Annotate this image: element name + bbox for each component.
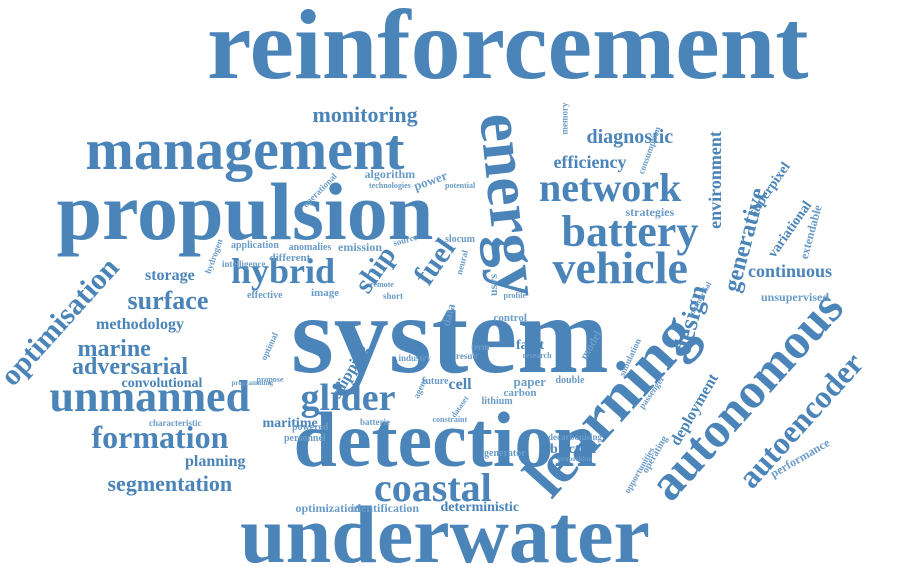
word-propose: propose [256, 375, 284, 384]
word-memory: memory [559, 102, 570, 134]
word-characteristic: characteristic [149, 417, 202, 428]
word-lithium: lithium [481, 396, 513, 407]
word-constraint: constraint [432, 415, 468, 424]
word-double: double [555, 375, 585, 386]
word-effective: effective [247, 290, 283, 301]
word-anomalies: anomalies [288, 242, 332, 253]
word-result: result [456, 350, 478, 361]
word-personnel: personnel [284, 433, 326, 444]
word-control: control [493, 311, 527, 324]
word-unmanned: unmanned [49, 372, 251, 421]
word-emission: emission [338, 240, 383, 254]
word-maritime: maritime [262, 416, 318, 431]
word-strategies: strategies [625, 205, 675, 219]
word-monitoring: monitoring [312, 102, 418, 127]
word-algorithm: algorithm [364, 167, 416, 181]
word-deterministic: deterministic [440, 500, 520, 515]
word-programming: programming [231, 378, 273, 387]
word-identification: identification [351, 501, 419, 515]
word-generator: generator [484, 448, 526, 459]
word-powered: powered [292, 422, 329, 433]
word-profile: profile [503, 291, 527, 300]
word-diagnostic: diagnostic [586, 126, 674, 148]
word-adversarial: adversarial [72, 354, 188, 380]
word-optimization: optimization [295, 501, 361, 515]
word-underwater: underwater [240, 489, 650, 567]
word-remote: remote [370, 280, 394, 289]
word-formation: formation [91, 419, 229, 455]
word-industry: industry [398, 352, 432, 363]
word-paper: paper [513, 373, 547, 389]
word-application: application [231, 240, 279, 251]
word-batterie: batterie [360, 416, 390, 427]
word-network: network [539, 165, 682, 210]
word-methodology: methodology [96, 316, 184, 333]
word-optimal: optimal [258, 330, 281, 362]
word-segmentation: segmentation [107, 471, 233, 496]
word-term: term [471, 341, 490, 352]
word-future: future [422, 376, 449, 387]
word-planning: planning [185, 453, 246, 470]
word-continuous: continuous [748, 261, 833, 281]
word-reinforcement: reinforcement [207, 0, 809, 100]
word-efficiency: efficiency [553, 152, 627, 172]
word-detection: detection [293, 396, 597, 483]
word-vehicle: vehicle [552, 242, 688, 293]
word-usvs: usvs [486, 273, 501, 297]
word-environment: environment [704, 131, 725, 229]
word-battery: battery [561, 207, 699, 256]
word-hybrid: hybrid [231, 251, 336, 291]
word-image: image [311, 286, 340, 299]
word-coastal: coastal [374, 465, 492, 510]
word-objective: objective [543, 442, 597, 457]
word-decarbonising: decarbonising [548, 431, 603, 442]
word-research: research [522, 351, 552, 360]
word-carbon: carbon [503, 386, 537, 399]
word-technologies: technologies [369, 181, 411, 190]
word-propulsion: propulsion [56, 166, 434, 257]
word-fault: fault [516, 338, 544, 353]
word-storage: storage [145, 267, 195, 284]
word-convolutional: convolutional [121, 376, 203, 391]
word-cell: cell [448, 376, 472, 393]
word-unsupervised: unsupervised [761, 290, 830, 304]
word-surface: surface [127, 286, 209, 315]
word-short: short [383, 290, 403, 301]
word-proposition: proposition [558, 454, 593, 463]
word-intelligence: intelligence [222, 258, 266, 269]
word-glider: glider [300, 377, 396, 419]
word-management: management [85, 117, 405, 182]
word-potential: potential [445, 181, 476, 190]
word-different: different [269, 251, 311, 264]
word-system: system [291, 274, 609, 396]
word-marine: marine [77, 336, 151, 362]
word-slocum: slocum [445, 234, 475, 245]
